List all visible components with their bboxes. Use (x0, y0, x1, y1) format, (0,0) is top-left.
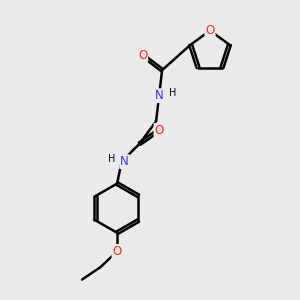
Text: O: O (138, 49, 147, 62)
Text: O: O (112, 245, 122, 258)
Text: O: O (206, 24, 214, 37)
Text: H: H (169, 88, 176, 98)
Text: O: O (154, 124, 164, 137)
Text: N: N (155, 89, 164, 102)
Text: N: N (120, 155, 129, 168)
Text: H: H (108, 154, 115, 164)
